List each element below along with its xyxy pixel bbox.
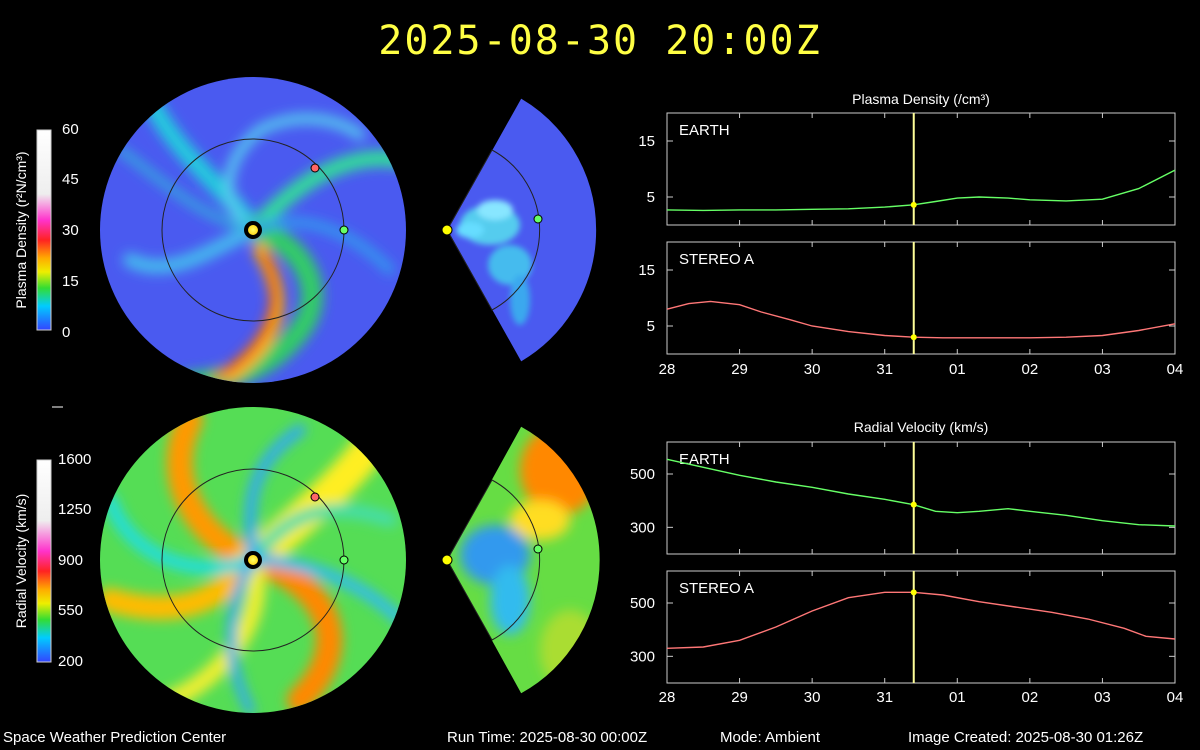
sun-marker <box>244 551 262 569</box>
time-marker-point <box>910 589 917 596</box>
density-tick: 30 <box>62 222 79 239</box>
x-tick-label: 03 <box>1094 361 1111 378</box>
velocity-tick: 550 <box>58 602 83 619</box>
y-tick-label: 500 <box>630 466 655 483</box>
footer-image-created: Image Created: 2025-08-30 01:26Z <box>908 729 1144 746</box>
time-marker-point <box>910 501 917 508</box>
y-tick-label: 5 <box>647 189 655 206</box>
x-tick-label: 30 <box>804 361 821 378</box>
velocity-tick: 200 <box>58 653 83 670</box>
density-tick: 15 <box>62 273 79 290</box>
y-tick-label: 300 <box>630 648 655 665</box>
series-line <box>666 458 1176 527</box>
x-tick-label: 02 <box>1022 689 1039 706</box>
x-tick-label: 31 <box>876 689 893 706</box>
y-tick-label: 15 <box>638 133 655 150</box>
series-line <box>666 591 1176 649</box>
y-tick-label: 300 <box>630 519 655 536</box>
density-tick: 60 <box>62 121 79 138</box>
plot-frame <box>666 570 1176 684</box>
velocity-ecliptic-map <box>100 407 406 713</box>
x-tick-label: 03 <box>1094 689 1111 706</box>
series-line <box>666 300 1176 339</box>
y-tick-label: 500 <box>630 595 655 612</box>
time-series-plots: Plasma Density (/cm³) EARTH 15 5 STEREO A 15 5… <box>630 91 1183 706</box>
sun-marker <box>441 554 453 566</box>
density-tick: 0 <box>62 324 70 341</box>
footer-center-name: Space Weather Prediction Center <box>3 729 227 746</box>
earth-marker <box>339 225 349 235</box>
earth-marker <box>533 214 543 224</box>
stereo-a-marker <box>310 163 320 173</box>
plot-frame <box>666 241 1176 355</box>
velocity-colorbar-label: Radial Velocity (km/s) <box>13 494 29 629</box>
velocity-colorbar: Radial Velocity (km/s) 1600 1250 900 550… <box>13 451 91 670</box>
x-tick-label: 04 <box>1167 361 1184 378</box>
x-tick-label: 29 <box>731 689 748 706</box>
earth-marker <box>339 555 349 565</box>
chart-title: Radial Velocity (km/s) <box>854 419 989 435</box>
x-tick-label: 29 <box>731 361 748 378</box>
x-tick-label: 31 <box>876 361 893 378</box>
page-title: 2025-08-30 20:00Z <box>378 18 822 64</box>
density-tick: 45 <box>62 171 79 188</box>
y-tick-label: 5 <box>647 318 655 335</box>
velocity-tick: 1250 <box>58 501 91 518</box>
x-tick-label: 28 <box>659 361 676 378</box>
plot-frame <box>666 441 1176 555</box>
x-tick-label: 04 <box>1167 689 1184 706</box>
panel-label: EARTH <box>679 451 730 468</box>
velocity-tick: 1600 <box>58 451 91 468</box>
chart-title: Plasma Density (/cm³) <box>852 91 990 107</box>
panel-label: STEREO A <box>679 251 754 268</box>
sun-marker <box>441 224 453 236</box>
time-marker-point <box>910 334 917 341</box>
x-tick-label: 01 <box>949 361 966 378</box>
panel-label: STEREO A <box>679 580 754 597</box>
sun-marker <box>244 221 262 239</box>
panel-label: EARTH <box>679 122 730 139</box>
velocity-meridional-map <box>441 425 601 695</box>
footer-mode: Mode: Ambient <box>720 729 821 746</box>
x-tick-label: 30 <box>804 689 821 706</box>
earth-marker <box>533 544 543 554</box>
plot-frame <box>666 112 1176 226</box>
density-ecliptic-map <box>100 77 406 383</box>
density-colorbar: Plasma Density (r²N/cm³) 60 45 30 15 0 <box>13 121 79 341</box>
y-tick-label: 15 <box>638 262 655 279</box>
density-meridional-map <box>441 97 598 363</box>
series-line <box>666 169 1176 212</box>
x-tick-label: 01 <box>949 689 966 706</box>
density-colorbar-label: Plasma Density (r²N/cm³) <box>13 151 29 308</box>
footer-run-time: Run Time: 2025-08-30 00:00Z <box>447 729 648 746</box>
time-marker-point <box>910 201 917 208</box>
velocity-tick: 900 <box>58 552 83 569</box>
x-tick-label: 28 <box>659 689 676 706</box>
stereo-a-marker <box>310 492 320 502</box>
x-tick-label: 02 <box>1022 361 1039 378</box>
